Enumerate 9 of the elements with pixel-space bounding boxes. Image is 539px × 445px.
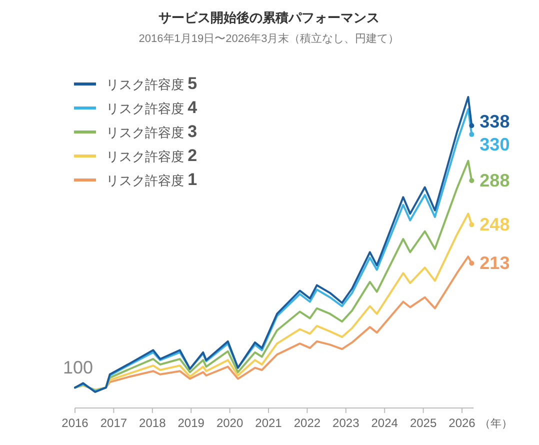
subtitle: 2016年1月19日〜2026年3月末（積立なし、円建て） <box>138 33 400 45</box>
legend-label: リスク許容度 2 <box>106 146 198 165</box>
legend-label: リスク許容度 4 <box>106 98 198 117</box>
legend-label: リスク許容度 3 <box>106 122 198 141</box>
title: サービス開始後の累積パフォーマンス <box>158 10 380 25</box>
legend-label: リスク許容度 1 <box>106 170 198 189</box>
legend-label: リスク許容度 5 <box>106 74 198 93</box>
xlabel: （年） <box>480 418 513 430</box>
annotation: 100 <box>63 358 94 378</box>
